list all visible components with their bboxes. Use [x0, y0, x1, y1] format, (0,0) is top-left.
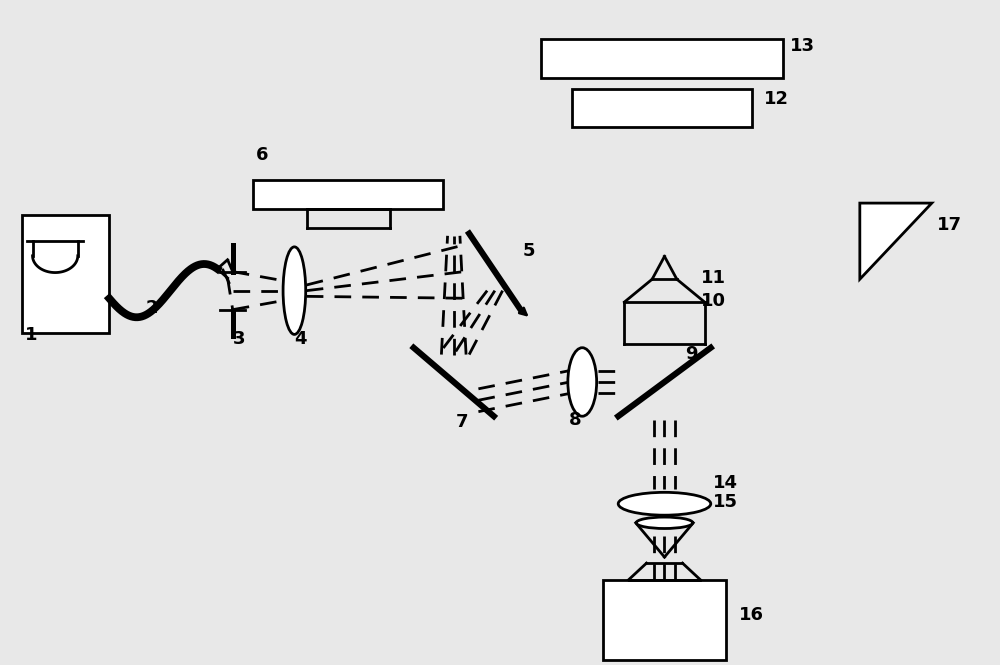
Text: 1: 1	[25, 326, 38, 344]
Polygon shape	[860, 203, 932, 279]
Text: 6: 6	[256, 146, 269, 164]
Text: 3: 3	[233, 330, 245, 348]
FancyBboxPatch shape	[541, 39, 783, 78]
FancyBboxPatch shape	[253, 180, 443, 209]
Ellipse shape	[618, 492, 711, 515]
Text: 12: 12	[764, 90, 789, 108]
Text: 4: 4	[294, 330, 307, 348]
FancyBboxPatch shape	[22, 215, 109, 332]
Text: 5: 5	[523, 242, 535, 260]
Text: 13: 13	[790, 37, 815, 55]
Text: 10: 10	[700, 292, 725, 310]
Text: 7: 7	[456, 414, 468, 432]
Text: 17: 17	[937, 215, 962, 233]
Ellipse shape	[568, 348, 597, 416]
Text: 8: 8	[569, 411, 582, 429]
Text: 9: 9	[685, 345, 698, 363]
Ellipse shape	[283, 247, 306, 334]
Text: 15: 15	[713, 493, 738, 511]
Text: 11: 11	[700, 269, 725, 287]
Text: 2: 2	[145, 299, 158, 317]
FancyBboxPatch shape	[572, 89, 752, 127]
Text: 14: 14	[713, 474, 738, 492]
Ellipse shape	[636, 517, 693, 529]
Text: 16: 16	[739, 606, 764, 624]
FancyBboxPatch shape	[603, 580, 726, 660]
